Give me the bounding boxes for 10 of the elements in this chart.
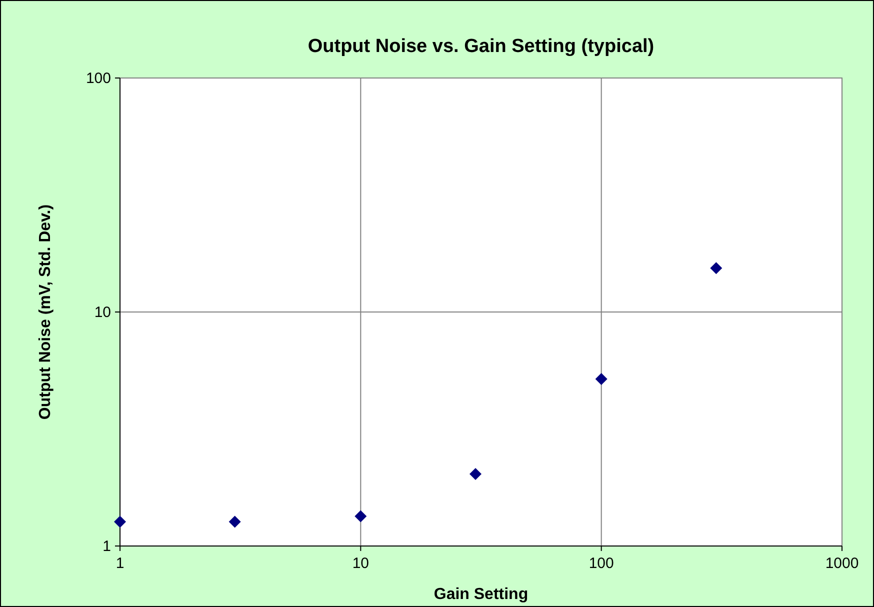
x-tick-label: 100 (588, 555, 614, 572)
x-axis-title: Gain Setting (434, 586, 528, 603)
x-tick-label: 1000 (825, 555, 859, 572)
y-axis-title: Output Noise (mV, Std. Dev.) (37, 204, 54, 420)
x-tick-label: 1 (116, 555, 124, 572)
x-tick-label: 10 (352, 555, 370, 572)
y-tick-label: 100 (86, 70, 111, 87)
chart-title: Output Noise vs. Gain Setting (typical) (308, 36, 654, 57)
y-tick-label: 1 (102, 538, 111, 555)
y-tick-label: 10 (94, 304, 111, 321)
